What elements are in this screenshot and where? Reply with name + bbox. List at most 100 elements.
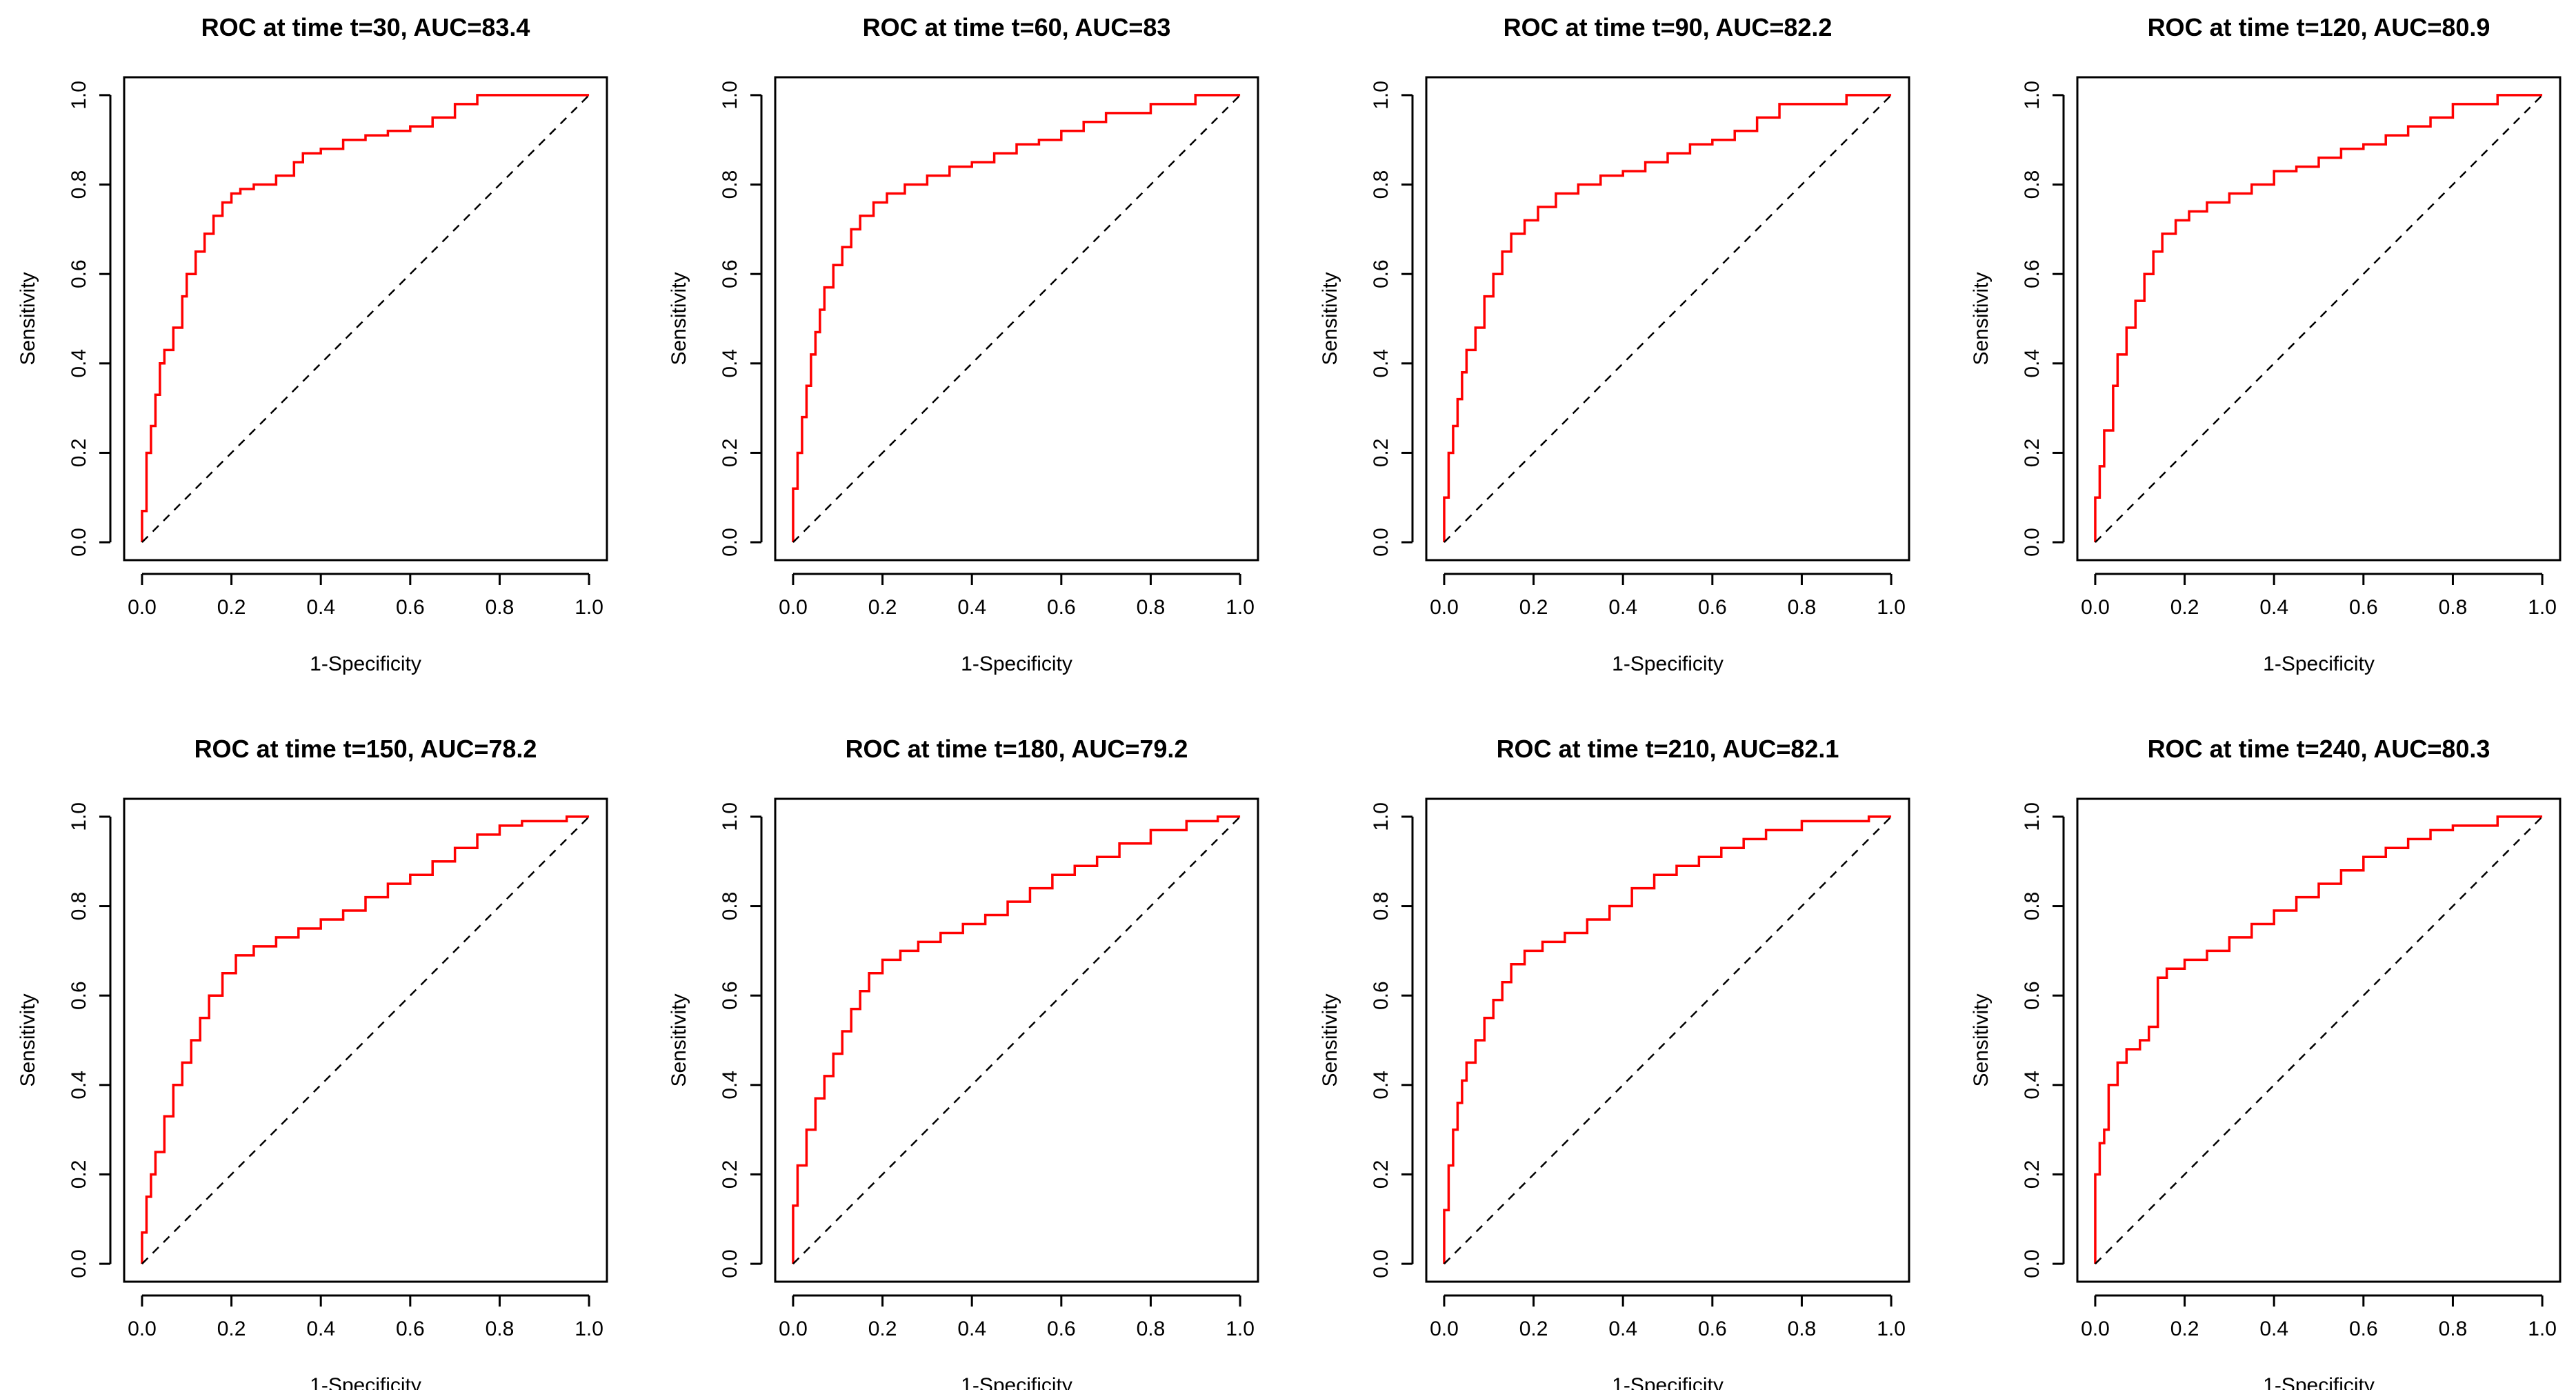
x-tick-label: 0.8 <box>1788 596 1817 619</box>
x-axis-label: 1-Specificity <box>2263 1374 2375 1390</box>
y-tick-label: 0.4 <box>719 1071 741 1100</box>
x-tick-label: 0.2 <box>1519 1318 1548 1340</box>
x-axis-label: 1-Specificity <box>1612 1374 1724 1390</box>
x-tick-label: 1.0 <box>1877 596 1906 619</box>
y-tick-label: 1.0 <box>719 81 741 110</box>
y-tick-label: 0.4 <box>68 1071 90 1100</box>
x-tick-label: 0.0 <box>128 1318 157 1340</box>
roc-curve-line <box>2094 94 2543 543</box>
x-tick-label: 0.2 <box>868 596 897 619</box>
y-tick-label: 1.0 <box>68 81 90 110</box>
y-tick-label: 0.0 <box>719 528 741 557</box>
y-tick-label: 0.2 <box>719 439 741 468</box>
x-tick-label: 0.6 <box>1698 1318 1727 1340</box>
y-tick-label: 0.8 <box>2021 892 2044 921</box>
x-tick-label: 0.0 <box>2081 596 2110 619</box>
x-tick-label: 0.8 <box>2439 1318 2468 1340</box>
x-axis-label: 1-Specificity <box>310 653 421 675</box>
panel-title: ROC at time t=240, AUC=80.3 <box>2148 735 2490 763</box>
y-tick-label: 0.8 <box>719 170 741 199</box>
y-tick-label: 0.6 <box>68 259 90 288</box>
panel-title: ROC at time t=120, AUC=80.9 <box>2148 13 2490 41</box>
roc-curve-line <box>1443 94 1892 543</box>
x-tick-label: 0.2 <box>1519 596 1548 619</box>
y-tick-label: 0.8 <box>1370 170 1392 199</box>
x-tick-label: 0.6 <box>1047 596 1076 619</box>
roc-curve-line <box>792 94 1241 543</box>
y-tick-label: 0.4 <box>1370 1071 1392 1100</box>
x-tick-label: 1.0 <box>575 596 603 619</box>
y-tick-label: 0.8 <box>68 892 90 921</box>
x-tick-label: 0.8 <box>1137 596 1166 619</box>
y-tick-label: 0.4 <box>719 349 741 378</box>
roc-panel-8: ROC at time t=240, AUC=80.3 0.0 0.2 0.4 0.6 0… <box>1970 735 2562 1390</box>
roc-panel-1: ROC at time t=30, AUC=83.4 0.0 0.2 0.4 0.6 0.… <box>17 13 608 675</box>
y-tick-label: 0.0 <box>68 528 90 557</box>
y-tick-label: 0.4 <box>68 349 90 378</box>
y-tick-label: 0.4 <box>2021 349 2044 378</box>
plot-frame <box>774 797 1259 1283</box>
y-axis-label: Sensitivity <box>17 993 39 1086</box>
roc-panel-5: ROC at time t=150, AUC=78.2 0.0 0.2 0.4 0.6 0… <box>17 735 608 1390</box>
y-tick-label: 0.0 <box>68 1249 90 1278</box>
y-tick-label: 0.6 <box>719 259 741 288</box>
y-tick-label: 0.6 <box>719 981 741 1010</box>
plot-frame <box>1425 76 1910 562</box>
x-tick-label: 0.4 <box>957 1318 986 1340</box>
x-tick-label: 0.6 <box>2349 596 2378 619</box>
x-tick-label: 0.8 <box>486 1318 515 1340</box>
y-tick-label: 0.6 <box>2021 259 2044 288</box>
y-tick-label: 1.0 <box>68 802 90 831</box>
y-tick-label: 0.6 <box>2021 981 2044 1010</box>
y-tick-label: 1.0 <box>2021 802 2044 831</box>
x-tick-label: 0.2 <box>2170 596 2199 619</box>
panel-title: ROC at time t=150, AUC=78.2 <box>194 735 537 763</box>
x-tick-label: 0.8 <box>1788 1318 1817 1340</box>
roc-curve-line <box>141 94 590 543</box>
x-tick-label: 0.6 <box>2349 1318 2378 1340</box>
x-tick-label: 0.4 <box>957 596 986 619</box>
x-tick-label: 0.2 <box>217 596 246 619</box>
y-axis-label: Sensitivity <box>1970 993 1993 1086</box>
y-axis-label: Sensitivity <box>1319 272 1341 365</box>
x-axis-label: 1-Specificity <box>961 1374 1072 1390</box>
y-tick-label: 0.8 <box>68 170 90 199</box>
roc-panel-3: ROC at time t=90, AUC=82.2 0.0 0.2 0.4 0.6 0.… <box>1319 13 1910 675</box>
plot-frame <box>2076 797 2562 1283</box>
x-tick-label: 0.8 <box>1137 1318 1166 1340</box>
y-axis-label: Sensitivity <box>1970 272 1993 365</box>
y-axis-label: Sensitivity <box>668 993 690 1086</box>
y-tick-label: 1.0 <box>1370 81 1392 110</box>
y-tick-label: 0.6 <box>1370 981 1392 1010</box>
x-tick-label: 0.4 <box>1608 596 1637 619</box>
plot-frame <box>123 76 608 562</box>
x-tick-label: 0.4 <box>2259 1318 2288 1340</box>
x-tick-label: 1.0 <box>2528 1318 2557 1340</box>
y-tick-label: 0.2 <box>2021 1160 2044 1189</box>
x-tick-label: 0.6 <box>396 596 425 619</box>
roc-panel-4: ROC at time t=120, AUC=80.9 0.0 0.2 0.4 0.6 0… <box>1970 13 2562 675</box>
x-axis-label: 1-Specificity <box>961 653 1072 675</box>
roc-curve-line <box>2094 815 2543 1264</box>
y-tick-label: 0.6 <box>68 981 90 1010</box>
y-tick-label: 1.0 <box>719 802 741 831</box>
y-tick-label: 1.0 <box>1370 802 1392 831</box>
panel-title: ROC at time t=210, AUC=82.1 <box>1497 735 1839 763</box>
y-tick-label: 0.0 <box>2021 528 2044 557</box>
x-tick-label: 1.0 <box>1226 1318 1255 1340</box>
x-tick-label: 0.4 <box>306 1318 335 1340</box>
y-tick-label: 0.2 <box>719 1160 741 1189</box>
y-tick-label: 0.2 <box>1370 1160 1392 1189</box>
roc-panel-7: ROC at time t=210, AUC=82.1 0.0 0.2 0.4 0.6 0… <box>1319 735 1910 1390</box>
y-tick-label: 0.2 <box>2021 439 2044 468</box>
y-tick-label: 0.2 <box>68 1160 90 1189</box>
y-tick-label: 0.4 <box>1370 349 1392 378</box>
roc-curve-line <box>792 815 1241 1264</box>
plot-frame <box>774 76 1259 562</box>
x-tick-label: 0.4 <box>306 596 335 619</box>
x-tick-label: 1.0 <box>1877 1318 1906 1340</box>
y-tick-label: 1.0 <box>2021 81 2044 110</box>
x-tick-label: 0.0 <box>128 596 157 619</box>
y-tick-label: 0.8 <box>719 892 741 921</box>
y-tick-label: 0.8 <box>1370 892 1392 921</box>
